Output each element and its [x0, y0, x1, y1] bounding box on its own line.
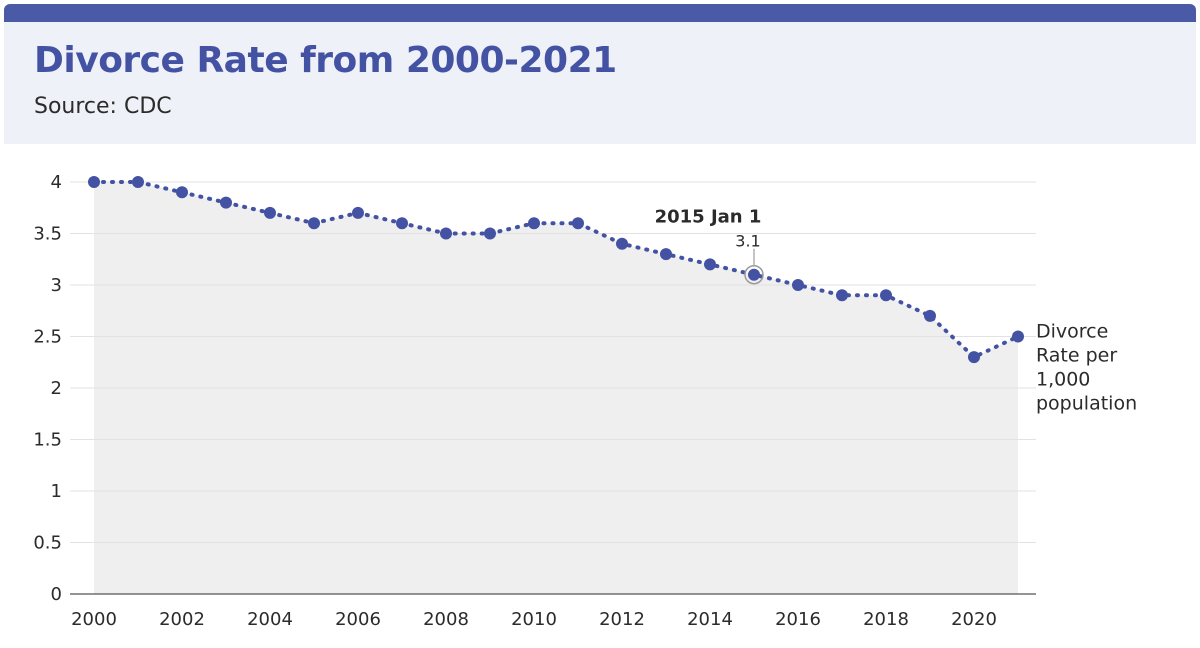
data-point[interactable] [396, 217, 408, 230]
data-point[interactable] [264, 206, 276, 219]
y-tick-label: 2 [51, 378, 62, 399]
data-point[interactable] [88, 176, 100, 188]
data-point[interactable] [660, 248, 672, 261]
header-accent-bar [4, 4, 1196, 22]
data-point[interactable] [880, 289, 892, 302]
data-point[interactable] [836, 289, 848, 302]
line-chart: 0 0.5 1 1.5 2 2.5 3 3.5 4 2000 2002 2004 2006 2008 201… [33, 172, 1137, 630]
x-tick-label: 2006 [335, 609, 381, 630]
data-point[interactable] [220, 196, 232, 209]
data-point[interactable] [704, 258, 716, 271]
x-tick-label: 2008 [423, 609, 469, 630]
series-line [92, 180, 1020, 360]
y-tick-label: 0 [51, 584, 62, 605]
series-label: population [1036, 393, 1137, 415]
x-tick-label: 2000 [71, 609, 117, 630]
x-tick-label: 2002 [159, 609, 205, 630]
x-tick-label: 2010 [511, 609, 557, 630]
chart-header: Divorce Rate from 2000-2021 Source: CDC [4, 22, 1196, 144]
x-tick-label: 2016 [775, 609, 821, 630]
data-point[interactable] [572, 217, 584, 230]
y-tick-label: 0.5 [33, 533, 62, 554]
chart-title: Divorce Rate from 2000-2021 [34, 40, 617, 81]
data-point[interactable] [308, 217, 320, 230]
chart-subtitle: Source: CDC [34, 94, 172, 119]
annotation-value: 3.1 [735, 232, 760, 251]
y-tick-label: 1 [51, 481, 62, 502]
series-label: Rate per [1036, 345, 1117, 367]
data-point[interactable] [748, 268, 760, 281]
data-point[interactable] [528, 217, 540, 230]
y-tick-label: 3 [51, 275, 62, 296]
data-point[interactable] [132, 176, 144, 188]
data-point[interactable] [484, 227, 496, 240]
x-tick-label: 2014 [687, 609, 733, 630]
series-label: 1,000 [1036, 369, 1090, 391]
y-tick-label: 1.5 [33, 430, 62, 451]
data-point[interactable] [352, 206, 364, 219]
x-tick-label: 2004 [247, 609, 293, 630]
data-point[interactable] [1012, 330, 1024, 343]
data-point[interactable] [792, 279, 804, 291]
data-point[interactable] [176, 186, 188, 199]
x-tick-label: 2012 [599, 609, 645, 630]
data-point[interactable] [924, 309, 936, 322]
series-label: Divorce [1036, 321, 1108, 343]
chart-area: 0 0.5 1 1.5 2 2.5 3 3.5 4 2000 2002 2004 2006 2008 201… [0, 144, 1200, 648]
data-point[interactable] [440, 227, 452, 240]
x-tick-label: 2018 [863, 609, 909, 630]
x-tick-label: 2020 [951, 609, 997, 630]
annotation-title: 2015 Jan 1 [655, 207, 762, 228]
y-tick-label: 4 [51, 172, 62, 193]
data-point[interactable] [968, 351, 980, 364]
data-point[interactable] [616, 237, 628, 250]
y-tick-label: 3.5 [33, 224, 62, 245]
y-tick-label: 2.5 [33, 327, 62, 348]
annotation-ring [744, 264, 764, 285]
